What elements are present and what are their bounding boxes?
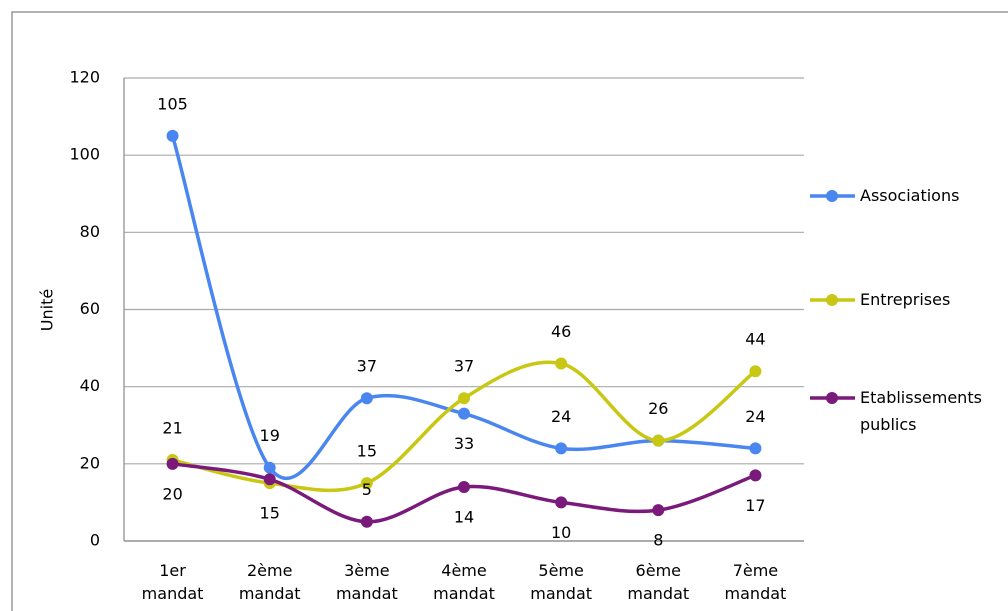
data-label: 8 (653, 531, 663, 550)
data-point (458, 392, 470, 405)
legend-marker (826, 294, 838, 306)
data-point (166, 457, 179, 470)
y-tick-label: 80 (80, 222, 100, 241)
data-label: 26 (648, 399, 668, 418)
data-point (458, 480, 470, 493)
data-label: 46 (551, 322, 571, 341)
data-point (166, 129, 179, 142)
x-tick-label: 7ème mandat (724, 561, 787, 603)
data-point (749, 469, 762, 482)
x-tick-label: 4ème mandat (433, 561, 495, 603)
data-label: 37 (357, 357, 377, 376)
y-tick-label: 40 (80, 376, 100, 395)
y-tick-label: 0 (90, 531, 100, 550)
x-tick-label: 6ème mandat (627, 561, 690, 603)
y-tick-label: 120 (69, 68, 100, 87)
frame (11, 11, 1008, 611)
data-label: 21 (162, 418, 182, 437)
data-label: 17 (745, 496, 765, 515)
data-label: 24 (551, 407, 571, 426)
x-tick-label: 5ème mandat (530, 561, 593, 603)
data-label: 14 (454, 507, 474, 526)
legend-label: Associations (860, 186, 960, 205)
data-label: 44 (745, 330, 765, 349)
data-label: 24 (745, 407, 765, 426)
legend-marker (826, 190, 838, 202)
data-label: 19 (260, 426, 280, 445)
data-point (749, 442, 762, 455)
y-tick-label: 60 (80, 299, 100, 318)
data-label: 20 (162, 484, 182, 503)
data-point (555, 496, 568, 509)
data-label: 15 (357, 442, 377, 461)
data-label: 10 (551, 523, 571, 542)
legend-label: Etablissements publics (860, 388, 982, 434)
x-tick-label: 3ème mandat (335, 561, 398, 603)
series-line (170, 135, 756, 480)
y-tick-label: 20 (80, 453, 100, 472)
data-point (360, 477, 373, 490)
x-tick-label: 1er mandat (141, 561, 204, 603)
data-label: 5 (362, 480, 372, 499)
data-point (555, 357, 568, 370)
data-point (652, 504, 665, 517)
data-point (749, 365, 762, 378)
data-point (555, 442, 568, 455)
legend-marker (826, 392, 838, 404)
y-tick-label: 100 (69, 145, 100, 164)
data-point (360, 515, 373, 528)
data-label: 105 (157, 94, 188, 113)
data-label: 37 (454, 357, 474, 376)
data-point (458, 407, 470, 420)
data-point (652, 434, 665, 447)
data-label: 33 (454, 434, 474, 453)
data-point (263, 473, 276, 486)
legend-label: Entreprises (860, 290, 951, 309)
data-label: 15 (260, 504, 280, 523)
x-tick-label: 2ème mandat (238, 561, 301, 603)
data-point (263, 461, 276, 474)
y-axis-label: Unité (38, 289, 57, 331)
data-point (360, 392, 373, 405)
